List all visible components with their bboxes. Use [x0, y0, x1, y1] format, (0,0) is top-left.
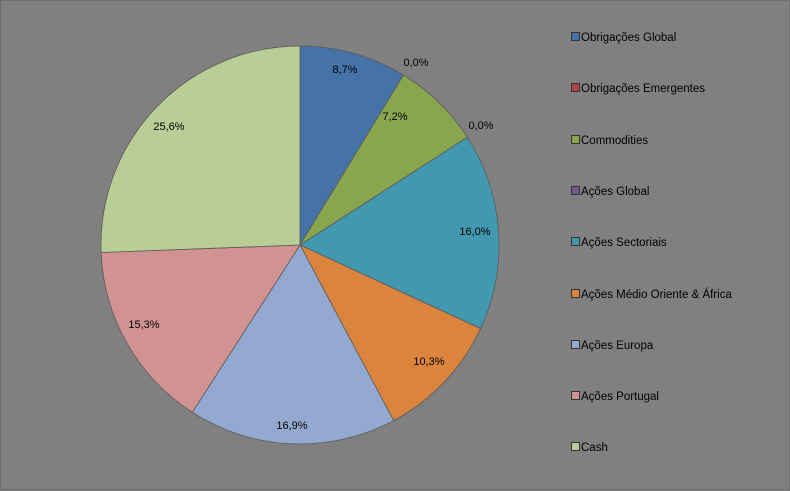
legend-swatch — [571, 288, 580, 298]
legend-label: Cash — [581, 442, 608, 455]
legend-item-5: Ações Médio Oriente & África — [571, 288, 732, 302]
data-label-0: 8,7% — [332, 64, 357, 76]
pie-slice-4 — [299, 136, 500, 330]
data-label-1: 0,0% — [403, 57, 428, 69]
legend-label: Ações Sectoriais — [581, 237, 667, 250]
legend-swatch — [571, 83, 580, 93]
pie-slice-8 — [100, 45, 301, 253]
pie-slice-7 — [100, 244, 301, 413]
legend-swatch — [571, 237, 580, 247]
data-label-3: 0,0% — [468, 120, 493, 132]
legend-swatch — [571, 442, 580, 452]
legend-swatch — [571, 391, 580, 401]
legend-label: Ações Global — [581, 185, 650, 198]
legend-item-1: Obrigações Emergentes — [571, 82, 705, 96]
pie-slice-0 — [299, 45, 404, 247]
legend-item-0: Obrigações Global — [571, 31, 676, 45]
legend-item-3: Ações Global — [571, 185, 649, 199]
legend-swatch — [571, 339, 580, 349]
legend-label: Obrigações Emergentes — [581, 83, 706, 96]
legend-item-2: Commodities — [571, 134, 648, 148]
legend-label: Ações Portugal — [581, 391, 659, 404]
pie-slice-6 — [191, 244, 395, 445]
data-label-7: 15,3% — [128, 319, 159, 331]
legend-label: Obrigações Global — [581, 32, 677, 44]
legend-item-6: Ações Europa — [571, 339, 653, 353]
data-label-4: 16,0% — [459, 226, 490, 238]
legend-swatch — [571, 185, 580, 195]
legend-item-8: Cash — [571, 441, 608, 455]
data-label-2: 7,2% — [382, 111, 407, 123]
legend-label: Commodities — [581, 134, 649, 147]
pie-slice-5 — [299, 244, 482, 422]
legend-item-7: Ações Portugal — [571, 390, 659, 404]
legend-swatch — [571, 32, 580, 41]
legend-item-4: Ações Sectoriais — [571, 236, 667, 250]
legend-label: Ações Europa — [581, 339, 654, 352]
legend-swatch — [571, 134, 580, 144]
legend-label: Ações Médio Oriente & África — [581, 288, 732, 301]
data-label-8: 25,6% — [153, 121, 184, 133]
data-label-6: 16,9% — [276, 420, 307, 432]
data-label-5: 10,3% — [413, 356, 444, 368]
